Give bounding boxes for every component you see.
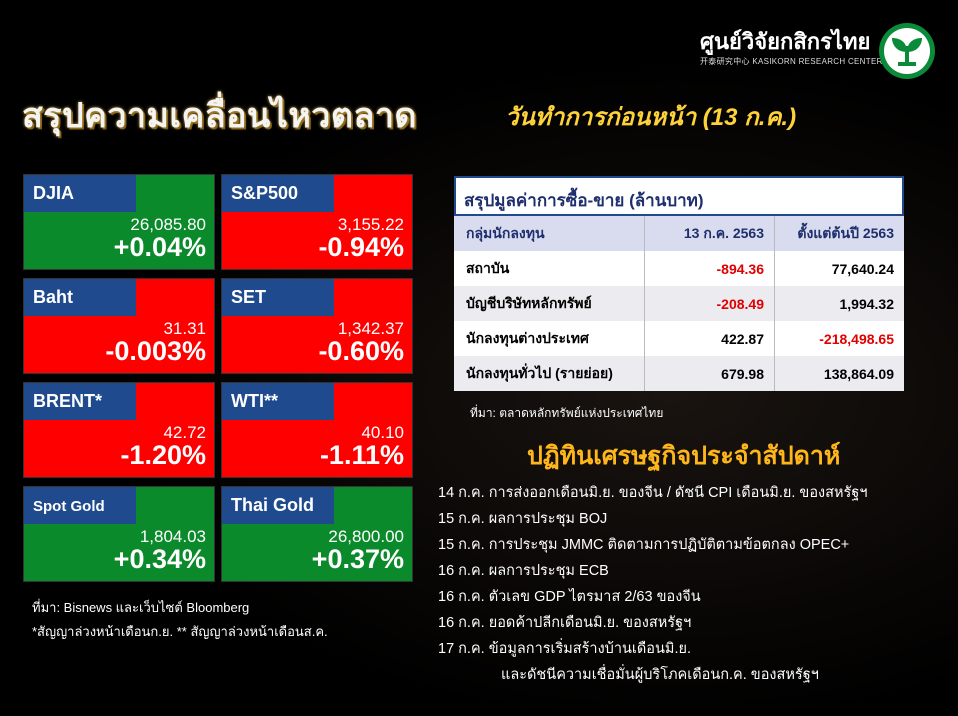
row-day-value: 679.98 xyxy=(644,356,774,391)
row-ytd-value: 1,994.32 xyxy=(774,286,904,321)
row-group: บัญชีบริษัทหลักทรัพย์ xyxy=(466,294,592,311)
calendar-event: 14 ก.ค. การส่งออกเดือนมิ.ย. ของจีน / ดัช… xyxy=(438,485,868,501)
market-label: Baht xyxy=(24,279,136,316)
market-value: 26,085.80 xyxy=(130,215,206,234)
row-ytd-value: -218,498.65 xyxy=(774,321,904,356)
market-change: -0.60% xyxy=(318,336,404,366)
markets-source: ที่มา: Bisnews และเว็บไซต์ Bloomberg xyxy=(32,600,250,615)
table-row: นักลงทุนต่างประเทศ 422.87 -218,498.65 xyxy=(454,321,904,356)
calendar-event: 16 ก.ค. ตัวเลข GDP ไตรมาส 2/63 ของจีน xyxy=(438,589,701,605)
calendar-event: 15 ก.ค. ผลการประชุม BOJ xyxy=(438,511,608,527)
market-label: SET xyxy=(222,279,334,316)
calendar-event-continued: และดัชนีความเชื่อมั่นผู้บริโภคเดือนก.ค. … xyxy=(501,667,819,683)
market-change: -1.20% xyxy=(120,440,206,470)
market-label: S&P500 xyxy=(222,175,334,212)
row-day-value: -894.36 xyxy=(644,251,774,286)
trading-summary-table: สรุปมูลค่าการซื้อ-ขาย (ล้านบาท) กลุ่มนัก… xyxy=(454,176,904,391)
page-subtitle: วันทำการก่อนหน้า (13 ก.ค.) xyxy=(505,104,797,131)
calendar-list: 14 ก.ค. การส่งออกเดือนมิ.ย. ของจีน / ดัช… xyxy=(438,481,938,689)
column-header: 13 ก.ค. 2563 xyxy=(644,216,774,251)
page-title: สรุปความเคลื่อนไหวตลาด xyxy=(22,97,417,135)
market-value: 42.72 xyxy=(163,423,206,442)
table-source: ที่มา: ตลาดหลักทรัพย์แห่งประเทศไทย xyxy=(470,406,664,420)
market-change: -1.11% xyxy=(319,440,404,470)
market-tile-baht: Baht 31.31 -0.003% xyxy=(23,278,215,374)
calendar-event: 16 ก.ค. ผลการประชุม ECB xyxy=(438,563,609,579)
market-tile-thai-gold: Thai Gold 26,800.00 +0.37% xyxy=(221,486,413,582)
row-group: นักลงทุนทั่วไป (รายย่อย) xyxy=(466,364,613,381)
market-change: -0.94% xyxy=(318,232,404,262)
table-row: สถาบัน -894.36 77,640.24 xyxy=(454,251,904,286)
market-tile-wti: WTI** 40.10 -1.11% xyxy=(221,382,413,478)
row-day-value: 422.87 xyxy=(644,321,774,356)
column-header: กลุ่มนักลงทุน xyxy=(466,224,545,241)
market-label: Thai Gold xyxy=(222,487,334,524)
market-value: 31.31 xyxy=(163,319,206,338)
market-change: +0.34% xyxy=(113,544,206,574)
row-group: สถาบัน xyxy=(466,259,510,276)
market-tile-brent: BRENT* 42.72 -1.20% xyxy=(23,382,215,478)
brand-name: ศูนย์วิจัยกสิกรไทย xyxy=(700,29,871,54)
market-change: +0.37% xyxy=(311,544,404,574)
calendar-event: 15 ก.ค. การประชุม JMMC ติดตามการปฏิบัติต… xyxy=(438,537,850,553)
table-header-row: กลุ่มนักลงทุน 13 ก.ค. 2563 ตั้งแต่ต้นปี … xyxy=(454,216,904,251)
markets-note: *สัญญาล่วงหน้าเดือนก.ย. ** สัญญาล่วงหน้า… xyxy=(32,624,328,639)
row-day-value: -208.49 xyxy=(644,286,774,321)
market-tile-spot-gold: Spot Gold 1,804.03 +0.34% xyxy=(23,486,215,582)
brand-block: ศูนย์วิจัยกสิกรไทย 开泰研究中心 KASIKORN RESEA… xyxy=(700,22,940,82)
market-value: 26,800.00 xyxy=(328,527,404,546)
market-change: -0.003% xyxy=(105,336,206,366)
calendar-title: ปฏิทินเศรษฐกิจประจำสัปดาห์ xyxy=(527,442,841,470)
kbank-logo-icon xyxy=(879,23,935,79)
market-value: 3,155.22 xyxy=(337,215,404,234)
table-title: สรุปมูลค่าการซื้อ-ขาย (ล้านบาท) xyxy=(454,176,904,216)
market-value: 40.10 xyxy=(361,423,404,442)
market-tile-set: SET 1,342.37 -0.60% xyxy=(221,278,413,374)
market-change: +0.04% xyxy=(113,232,206,262)
calendar-event: 16 ก.ค. ยอดค้าปลีกเดือนมิ.ย. ของสหรัฐฯ xyxy=(438,615,692,631)
market-value: 1,342.37 xyxy=(337,319,404,338)
market-label: DJIA xyxy=(24,175,136,212)
row-ytd-value: 77,640.24 xyxy=(774,251,904,286)
calendar-event: 17 ก.ค. ข้อมูลการเริ่มสร้างบ้านเดือนมิ.ย… xyxy=(438,641,692,657)
table-row: บัญชีบริษัทหลักทรัพย์ -208.49 1,994.32 xyxy=(454,286,904,321)
market-label: WTI** xyxy=(222,383,334,420)
market-value: 1,804.03 xyxy=(139,527,206,546)
row-group: นักลงทุนต่างประเทศ xyxy=(466,329,589,346)
column-header: ตั้งแต่ต้นปี 2563 xyxy=(774,216,904,251)
table-row: นักลงทุนทั่วไป (รายย่อย) 679.98 138,864.… xyxy=(454,356,904,391)
market-label: Spot Gold xyxy=(24,487,136,524)
market-label: BRENT* xyxy=(24,383,136,420)
market-tile-djia: DJIA 26,085.80 +0.04% xyxy=(23,174,215,270)
brand-subtitle: 开泰研究中心 KASIKORN RESEARCH CENTER xyxy=(700,57,883,66)
row-ytd-value: 138,864.09 xyxy=(774,356,904,391)
market-tile-sp500: S&P500 3,155.22 -0.94% xyxy=(221,174,413,270)
